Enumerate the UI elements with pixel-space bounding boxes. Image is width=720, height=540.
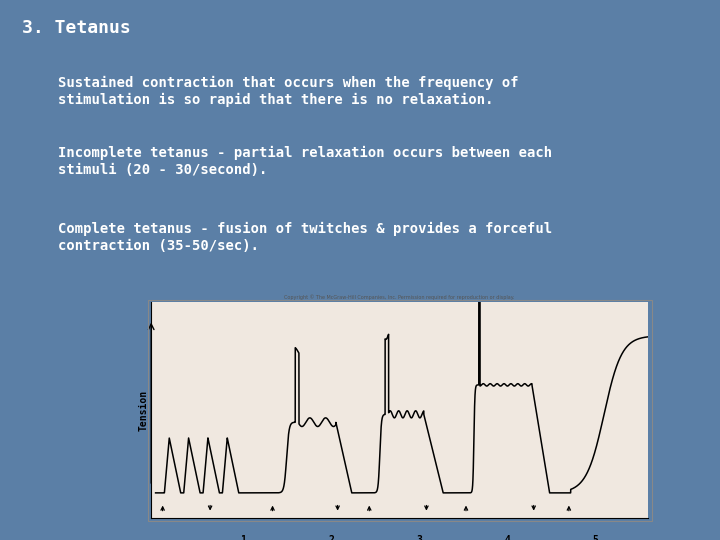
Text: Incomplete tetanus - partial relaxation occurs between each
stimuli (20 - 30/sec: Incomplete tetanus - partial relaxation …: [58, 146, 552, 177]
Text: Copyright © The McGraw-Hill Companies, Inc. Permission required for reproduction: Copyright © The McGraw-Hill Companies, I…: [284, 295, 515, 300]
Y-axis label: Tension: Tension: [138, 390, 148, 431]
Text: 3. Tetanus: 3. Tetanus: [22, 19, 130, 37]
Text: Sustained contraction that occurs when the frequency of
stimulation is so rapid : Sustained contraction that occurs when t…: [58, 76, 518, 107]
Text: Complete tetanus - fusion of twitches & provides a forceful
contraction (35-50/s: Complete tetanus - fusion of twitches & …: [58, 221, 552, 253]
